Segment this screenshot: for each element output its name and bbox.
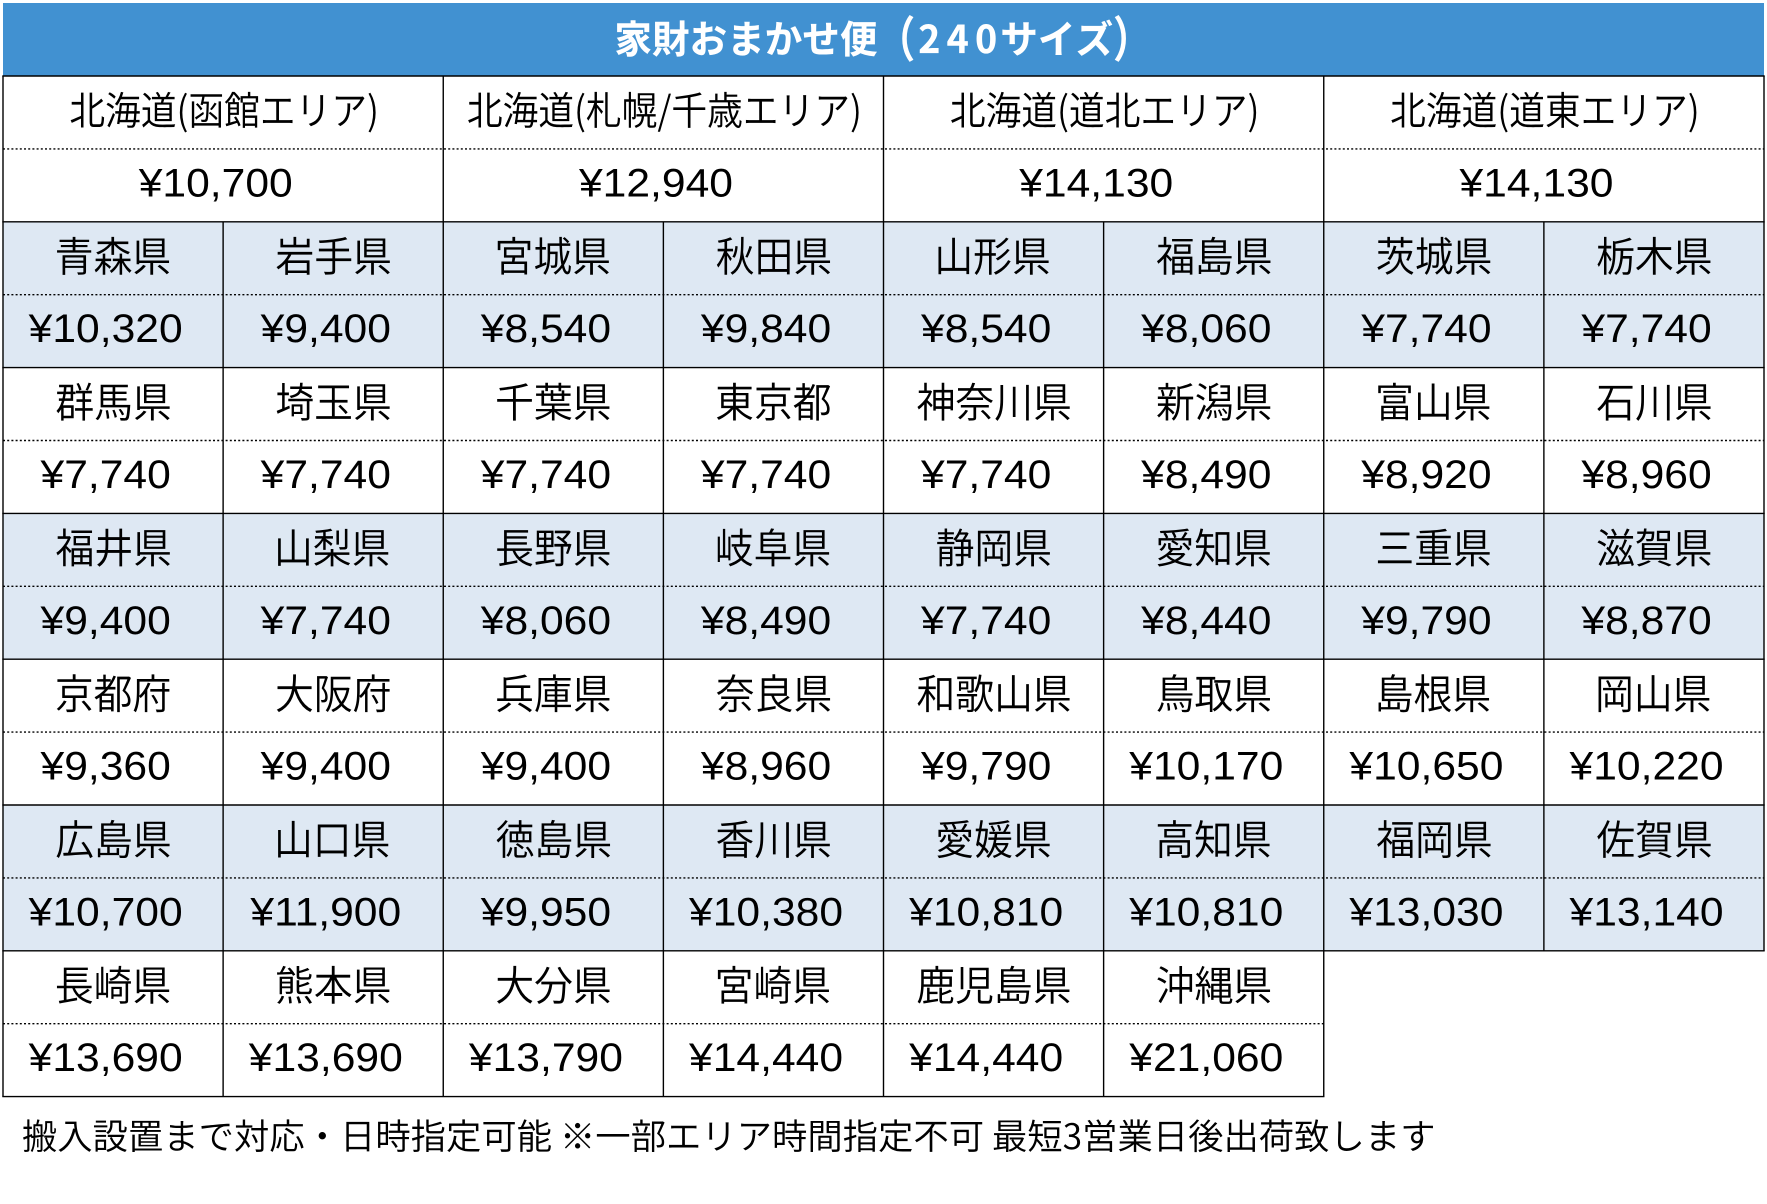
svg-text:¥9,400: ¥9,400 — [260, 744, 391, 789]
svg-text:¥7,740: ¥7,740 — [480, 452, 611, 497]
svg-text:¥9,790: ¥9,790 — [1360, 598, 1491, 643]
svg-text:¥8,490: ¥8,490 — [1140, 452, 1271, 497]
svg-text:¥13,140: ¥13,140 — [1569, 890, 1724, 935]
svg-text:¥8,440: ¥8,440 — [1140, 598, 1271, 643]
svg-text:¥8,960: ¥8,960 — [1580, 452, 1711, 497]
svg-text:¥9,400: ¥9,400 — [480, 744, 611, 789]
svg-text:¥10,700: ¥10,700 — [138, 161, 293, 206]
svg-text:¥13,690: ¥13,690 — [248, 1035, 403, 1080]
svg-text:¥7,740: ¥7,740 — [1580, 306, 1711, 351]
svg-text:¥14,130: ¥14,130 — [1458, 161, 1613, 206]
svg-text:¥10,810: ¥10,810 — [1128, 890, 1283, 935]
svg-text:¥10,810: ¥10,810 — [908, 890, 1063, 935]
svg-text:¥13,790: ¥13,790 — [468, 1035, 623, 1080]
svg-text:¥21,060: ¥21,060 — [1128, 1035, 1283, 1080]
svg-text:¥7,740: ¥7,740 — [260, 598, 391, 643]
svg-text:¥7,740: ¥7,740 — [920, 452, 1051, 497]
svg-text:¥10,650: ¥10,650 — [1348, 744, 1503, 789]
svg-text:¥13,690: ¥13,690 — [28, 1035, 183, 1080]
svg-text:¥7,740: ¥7,740 — [920, 598, 1051, 643]
svg-text:¥7,740: ¥7,740 — [260, 452, 391, 497]
svg-text:¥8,060: ¥8,060 — [1140, 306, 1271, 351]
svg-text:¥14,440: ¥14,440 — [908, 1035, 1063, 1080]
svg-text:¥13,030: ¥13,030 — [1348, 890, 1503, 935]
svg-text:¥9,790: ¥9,790 — [920, 744, 1051, 789]
svg-text:¥8,920: ¥8,920 — [1360, 452, 1491, 497]
svg-text:¥14,440: ¥14,440 — [688, 1035, 843, 1080]
svg-text:¥9,840: ¥9,840 — [700, 306, 831, 351]
svg-text:¥8,540: ¥8,540 — [920, 306, 1051, 351]
svg-text:¥8,960: ¥8,960 — [700, 744, 831, 789]
svg-text:¥8,540: ¥8,540 — [480, 306, 611, 351]
svg-text:¥11,900: ¥11,900 — [249, 890, 401, 935]
svg-text:¥10,170: ¥10,170 — [1128, 744, 1283, 789]
svg-text:¥9,360: ¥9,360 — [39, 744, 170, 789]
svg-text:¥10,380: ¥10,380 — [688, 890, 843, 935]
svg-text:¥7,740: ¥7,740 — [700, 452, 831, 497]
svg-text:¥8,060: ¥8,060 — [480, 598, 611, 643]
svg-text:¥8,870: ¥8,870 — [1580, 598, 1711, 643]
svg-text:¥10,700: ¥10,700 — [28, 890, 183, 935]
svg-text:¥9,400: ¥9,400 — [260, 306, 391, 351]
svg-text:¥12,940: ¥12,940 — [578, 161, 733, 206]
svg-text:¥7,740: ¥7,740 — [1360, 306, 1491, 351]
svg-text:¥10,320: ¥10,320 — [28, 306, 183, 351]
svg-text:¥9,400: ¥9,400 — [39, 598, 170, 643]
svg-text:¥14,130: ¥14,130 — [1018, 161, 1173, 206]
svg-text:¥8,490: ¥8,490 — [700, 598, 831, 643]
svg-text:¥7,740: ¥7,740 — [39, 452, 170, 497]
svg-text:¥10,220: ¥10,220 — [1569, 744, 1724, 789]
svg-text:¥9,950: ¥9,950 — [480, 890, 611, 935]
